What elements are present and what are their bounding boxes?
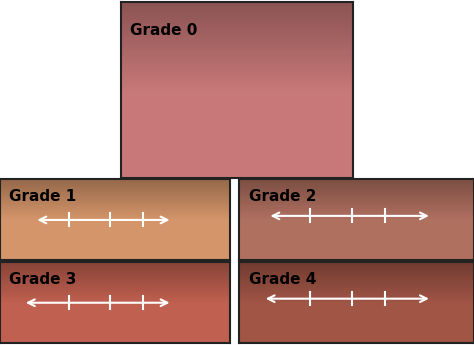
- Text: Grade 2: Grade 2: [249, 189, 316, 204]
- Text: Grade 3: Grade 3: [9, 272, 77, 287]
- Text: Grade 4: Grade 4: [249, 272, 316, 287]
- Text: Grade 1: Grade 1: [9, 189, 76, 204]
- Text: Grade 0: Grade 0: [130, 23, 198, 38]
